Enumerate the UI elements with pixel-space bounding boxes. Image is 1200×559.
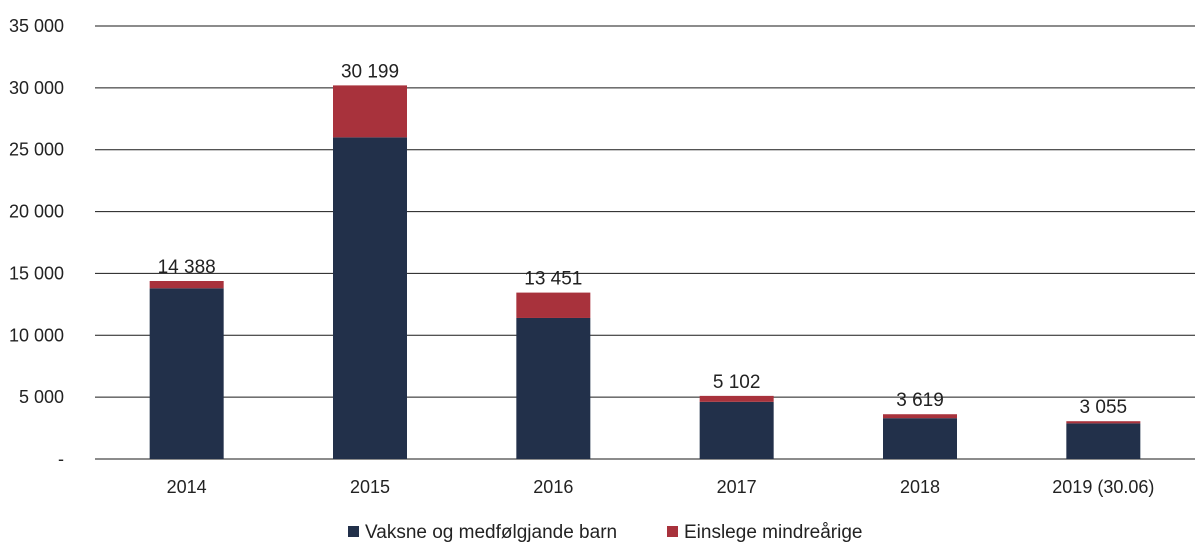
bar-segment-einslege — [333, 85, 407, 138]
y-tick-label: 25 000 — [9, 140, 64, 160]
bar-segment-vaksne — [333, 137, 407, 460]
legend: Vaksne og medfølgjande barn Einslege min… — [348, 522, 863, 543]
x-tick-label: 2019 (30.06) — [1052, 477, 1154, 497]
legend-label-vaksne: Vaksne og medfølgjande barn — [365, 522, 617, 543]
y-tick-label: 15 000 — [9, 263, 64, 283]
legend-swatch-einslege — [667, 526, 678, 537]
bar-segment-vaksne — [883, 418, 957, 459]
bar-segment-vaksne — [699, 401, 774, 459]
total-data-label: 30 199 — [341, 61, 399, 82]
bars — [149, 85, 1141, 460]
total-data-label: 3 055 — [1080, 397, 1128, 418]
y-tick-label: 35 000 — [9, 16, 64, 36]
bar-segment-vaksne — [516, 317, 591, 459]
bar-segment-einslege — [516, 292, 591, 318]
y-tick-label: 5 000 — [19, 387, 64, 407]
y-tick-label: 10 000 — [9, 325, 64, 345]
total-data-label: 5 102 — [713, 372, 761, 393]
x-axis-ticks: 2014 2015 2016 2017 2018 2019 (30.06) — [167, 477, 1155, 497]
bar-segment-einslege — [149, 280, 224, 289]
x-tick-label: 2017 — [717, 477, 757, 497]
total-data-label: 14 388 — [158, 257, 216, 278]
y-tick-label: 30 000 — [9, 78, 64, 98]
x-tick-label: 2018 — [900, 477, 940, 497]
x-tick-label: 2014 — [167, 477, 207, 497]
x-tick-label: 2016 — [533, 477, 573, 497]
bar-segment-einslege — [1066, 421, 1141, 424]
y-tick-label: - — [58, 449, 64, 469]
data-labels: 14 388 30 199 13 451 5 102 3 619 3 055 — [158, 61, 1128, 418]
legend-swatch-vaksne — [348, 526, 359, 537]
legend-label-einslege: Einslege mindreårige — [684, 522, 863, 543]
total-data-label: 13 451 — [524, 269, 582, 290]
total-data-label: 3 619 — [896, 390, 944, 411]
bar-segment-einslege — [699, 395, 774, 402]
gridlines — [95, 25, 1195, 460]
y-tick-label: 20 000 — [9, 202, 64, 222]
bar-segment-vaksne — [149, 288, 224, 459]
bar-segment-einslege — [883, 414, 957, 419]
y-axis-ticks: - 5 000 10 000 15 000 20 000 25 000 30 000 35 0… — [9, 16, 64, 469]
bar-segment-vaksne — [1066, 423, 1141, 459]
x-tick-label: 2015 — [350, 477, 390, 497]
